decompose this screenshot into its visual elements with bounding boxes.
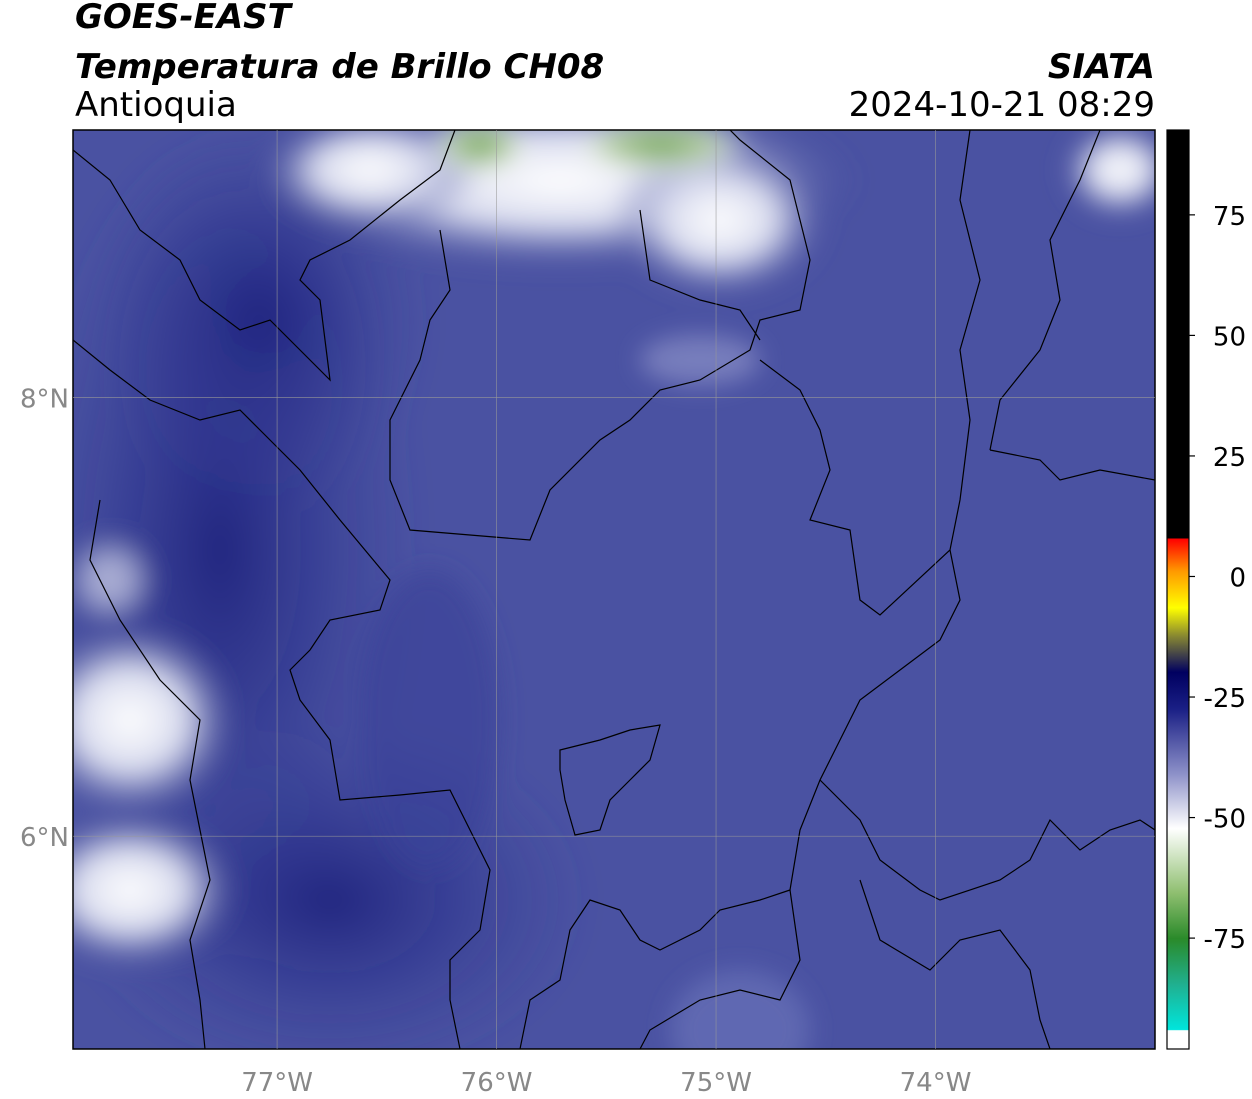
x-tick-label: 75°W (680, 1068, 752, 1098)
coastline (73, 339, 491, 1049)
map-frame (72, 129, 1156, 1050)
title: GOES-EAST (75, 0, 294, 37)
dept-border (519, 549, 961, 1049)
graticule (73, 130, 1155, 1049)
x-tick-label: 76°W (461, 1068, 533, 1098)
colorbar-tick-label: -75 (1204, 925, 1246, 955)
x-tick-label: 77°W (241, 1068, 313, 1098)
dept-border (989, 130, 1101, 451)
coastline (89, 499, 211, 1049)
colorbar-tick-label: 25 (1213, 443, 1246, 473)
source: SIATA (1048, 47, 1155, 87)
dept-border (989, 449, 1155, 481)
dept-border (639, 889, 801, 1049)
borders (73, 130, 1155, 1049)
colorbar-tick-label: 75 (1213, 202, 1246, 232)
dept-border (639, 209, 761, 341)
colorbar-tick-label: -50 (1204, 805, 1246, 835)
dept-border (559, 724, 661, 836)
dept-border (859, 879, 1051, 1049)
x-tick-label: 74°W (900, 1068, 972, 1098)
colorbar-tick-label: 50 (1213, 322, 1246, 352)
colorbar (1166, 129, 1190, 1050)
y-tick-label: 8°N (20, 385, 69, 415)
satellite-image (73, 130, 1155, 1049)
colorbar-tick-label: 0 (1229, 563, 1246, 593)
subtitle: Temperatura de Brillo CH08 (75, 47, 604, 87)
dept-border (759, 130, 981, 616)
region: Antioquia (75, 85, 237, 125)
dept-border (389, 130, 811, 541)
dept-border (819, 779, 1155, 901)
timestamp: 2024-10-21 08:29 (849, 85, 1155, 125)
colorbar-tick-label: -25 (1204, 684, 1246, 714)
coastline (73, 130, 456, 382)
y-tick-label: 6°N (20, 823, 69, 853)
